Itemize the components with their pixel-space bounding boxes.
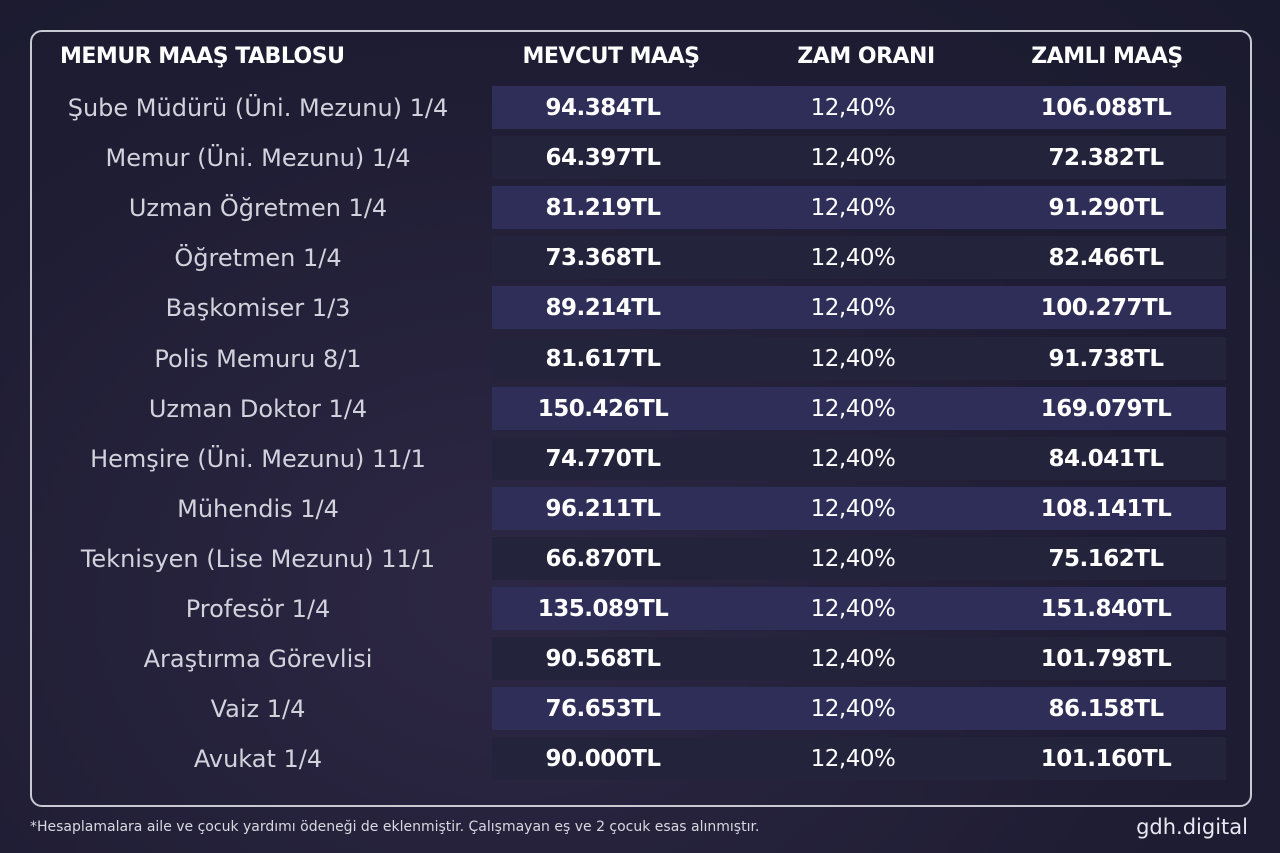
cell-value: 76.653TL bbox=[545, 696, 661, 723]
row-background bbox=[492, 386, 1226, 430]
row-background bbox=[492, 286, 1226, 330]
cell-value: 12,40% bbox=[810, 495, 896, 522]
cell-value: 169.079TL bbox=[1040, 395, 1172, 422]
footnote: *Hesaplamalara aile ve çocuk yardımı öde… bbox=[30, 819, 760, 835]
row-background bbox=[492, 136, 1226, 180]
row-background bbox=[492, 637, 1226, 681]
row-background bbox=[492, 186, 1226, 230]
cell-value: 151.840TL bbox=[1040, 596, 1172, 622]
row-background bbox=[492, 486, 1226, 530]
cell-value: 72.382TL bbox=[1048, 145, 1164, 172]
cell-value: 66.870TL bbox=[545, 545, 661, 572]
row-label: Avukat 1/4 bbox=[193, 745, 323, 774]
row-label: Uzman Doktor 1/4 bbox=[148, 394, 368, 423]
cell-value: 12,40% bbox=[810, 145, 896, 172]
column-header: ZAM ORANI bbox=[797, 44, 935, 69]
cell-value: 12,40% bbox=[810, 696, 896, 723]
row-label: Profesör 1/4 bbox=[185, 595, 331, 623]
row-label: Memur (Üni. Mezunu) 1/4 bbox=[105, 144, 411, 173]
row-background bbox=[492, 687, 1226, 731]
row-background bbox=[492, 436, 1226, 480]
cell-value: 74.770TL bbox=[545, 445, 661, 472]
row-label: Hemşire (Üni. Mezunu) 11/1 bbox=[90, 444, 426, 473]
cell-value: 12,40% bbox=[810, 746, 896, 773]
cell-value: 91.738TL bbox=[1048, 345, 1164, 372]
cell-value: 100.277TL bbox=[1040, 295, 1172, 322]
row-label: Şube Müdürü (Üni. Mezunu) 1/4 bbox=[67, 94, 449, 122]
cell-value: 101.160TL bbox=[1040, 746, 1172, 773]
row-label: Polis Memuru 8/1 bbox=[154, 344, 362, 373]
cell-value: 90.568TL bbox=[545, 646, 661, 673]
cell-value: 12,40% bbox=[810, 395, 896, 422]
column-header: MEVCUT MAAŞ bbox=[522, 44, 700, 69]
row-label: Vaiz 1/4 bbox=[210, 695, 306, 724]
cell-value: 12,40% bbox=[810, 345, 896, 372]
row-label: Öğretmen 1/4 bbox=[174, 244, 342, 273]
cell-value: 12,40% bbox=[810, 295, 896, 322]
cell-value: 106.088TL bbox=[1040, 95, 1172, 121]
cell-value: 101.798TL bbox=[1040, 646, 1172, 673]
row-label: Araştırma Görevlisi bbox=[143, 645, 373, 674]
cell-value: 96.211TL bbox=[545, 495, 661, 522]
cell-value: 12,40% bbox=[810, 445, 896, 472]
table-panel bbox=[30, 30, 1252, 807]
row-background bbox=[492, 236, 1226, 280]
row-background bbox=[492, 737, 1226, 781]
cell-value: 81.617TL bbox=[545, 345, 661, 372]
row-label: Mühendis 1/4 bbox=[177, 494, 339, 523]
cell-value: 89.214TL bbox=[545, 295, 661, 322]
cell-value: 91.290TL bbox=[1048, 195, 1164, 222]
column-header: ZAMLI MAAŞ bbox=[1031, 44, 1183, 69]
cell-value: 135.089TL bbox=[537, 596, 669, 622]
cell-value: 84.041TL bbox=[1048, 445, 1164, 472]
brand: gdh.digital bbox=[1136, 815, 1248, 839]
cell-value: 12,40% bbox=[810, 95, 896, 121]
cell-value: 12,40% bbox=[810, 596, 896, 622]
cell-value: 94.384TL bbox=[545, 95, 661, 121]
row-label: Başkomiser 1/3 bbox=[165, 294, 351, 323]
cell-value: 64.397TL bbox=[545, 145, 661, 172]
cell-value: 12,40% bbox=[810, 245, 896, 272]
cell-value: 12,40% bbox=[810, 646, 896, 673]
row-background bbox=[492, 536, 1226, 580]
row-label: Teknisyen (Lise Mezunu) 11/1 bbox=[80, 544, 436, 573]
cell-value: 81.219TL bbox=[545, 195, 661, 222]
row-background bbox=[492, 587, 1226, 630]
cell-value: 75.162TL bbox=[1048, 545, 1164, 572]
cell-value: 12,40% bbox=[810, 195, 896, 222]
row-label: Uzman Öğretmen 1/4 bbox=[128, 194, 388, 223]
row-background bbox=[492, 86, 1226, 129]
row-background bbox=[492, 336, 1226, 380]
cell-value: 150.426TL bbox=[537, 395, 669, 422]
cell-value: 73.368TL bbox=[545, 245, 661, 272]
cell-value: 86.158TL bbox=[1048, 696, 1164, 723]
cell-value: 12,40% bbox=[810, 545, 896, 572]
cell-value: 82.466TL bbox=[1048, 245, 1164, 272]
table-title: MEMUR MAAŞ TABLOSU bbox=[60, 44, 345, 69]
cell-value: 90.000TL bbox=[545, 746, 661, 773]
cell-value: 108.141TL bbox=[1040, 495, 1172, 522]
